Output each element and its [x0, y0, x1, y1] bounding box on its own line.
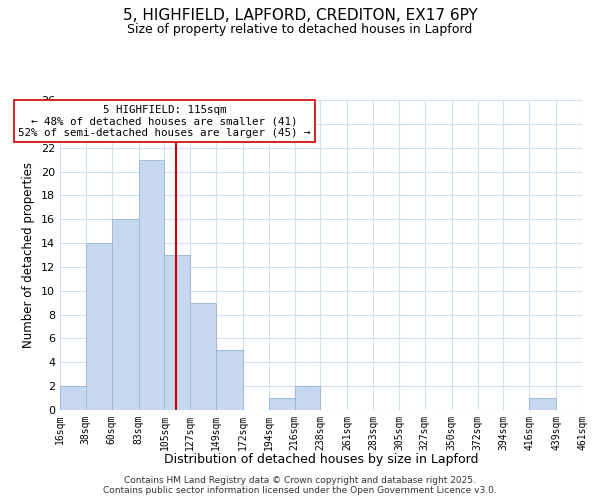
Bar	[295, 386, 320, 410]
Bar	[139, 160, 164, 410]
Text: 5 HIGHFIELD: 115sqm
← 48% of detached houses are smaller (41)
52% of semi-detach: 5 HIGHFIELD: 115sqm ← 48% of detached ho…	[18, 105, 311, 138]
Bar	[86, 243, 112, 410]
Bar	[216, 350, 243, 410]
Text: Contains HM Land Registry data © Crown copyright and database right 2025.
Contai: Contains HM Land Registry data © Crown c…	[103, 476, 497, 495]
Bar	[164, 255, 190, 410]
Text: Size of property relative to detached houses in Lapford: Size of property relative to detached ho…	[127, 22, 473, 36]
Y-axis label: Number of detached properties: Number of detached properties	[22, 162, 35, 348]
Bar	[60, 386, 86, 410]
Bar	[269, 398, 295, 410]
Bar	[529, 398, 556, 410]
Text: Distribution of detached houses by size in Lapford: Distribution of detached houses by size …	[164, 452, 478, 466]
Text: 5, HIGHFIELD, LAPFORD, CREDITON, EX17 6PY: 5, HIGHFIELD, LAPFORD, CREDITON, EX17 6P…	[122, 8, 478, 22]
Bar	[112, 219, 139, 410]
Bar	[190, 302, 216, 410]
